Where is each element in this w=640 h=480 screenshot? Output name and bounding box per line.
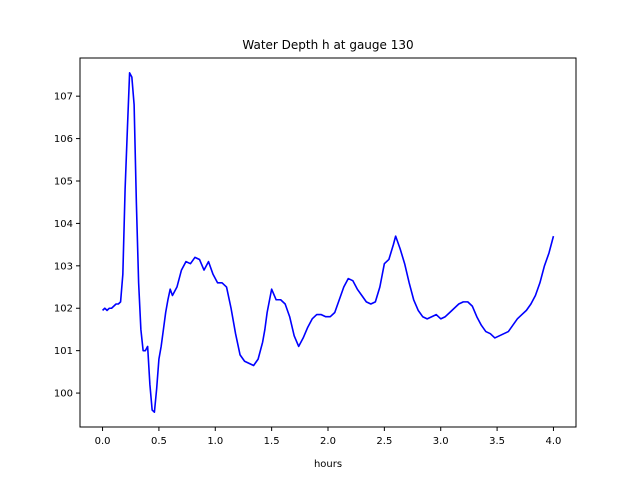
x-tick-label: 3.0 [433,436,449,447]
x-tick-label: 1.0 [207,436,223,447]
x-tick-label: 1.5 [264,436,280,447]
x-axis: 0.0 0.5 1.0 1.5 2.0 2.5 3.0 3.5 4.0 [95,427,562,447]
chart-title: Water Depth h at gauge 130 [242,38,413,52]
y-tick-label: 102 [54,304,73,315]
y-tick-label: 104 [54,219,73,230]
x-tick-label: 0.0 [95,436,111,447]
x-tick-label: 0.5 [151,436,167,447]
x-tick-label: 2.5 [376,436,392,447]
y-tick-label: 103 [54,261,73,272]
x-axis-label: hours [314,459,342,470]
y-tick-label: 100 [54,389,73,400]
y-tick-label: 101 [54,346,73,357]
x-tick-label: 3.5 [489,436,505,447]
series-layer [102,72,555,413]
series-line [102,72,555,413]
y-axis: 100 101 102 103 104 105 106 107 [54,92,80,400]
y-tick-label: 107 [54,92,73,103]
y-tick-label: 106 [54,134,73,145]
y-tick-label: 105 [54,177,73,188]
x-tick-label: 4.0 [546,436,562,447]
x-tick-label: 2.0 [320,436,336,447]
